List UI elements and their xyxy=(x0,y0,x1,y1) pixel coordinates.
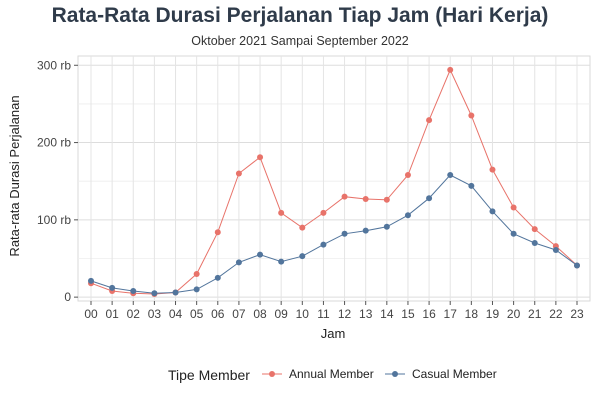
data-point xyxy=(510,230,517,237)
data-point xyxy=(193,286,200,293)
x-tick-label: 04 xyxy=(169,307,183,321)
x-tick-label: 09 xyxy=(274,307,288,321)
data-point xyxy=(257,251,264,258)
data-point xyxy=(574,262,580,269)
x-tick-label: 22 xyxy=(549,307,563,321)
data-point xyxy=(489,166,496,173)
data-point xyxy=(341,193,348,200)
legend-item-annual: Annual Member xyxy=(262,367,374,381)
data-point xyxy=(404,212,411,219)
x-tick-label: 21 xyxy=(528,307,542,321)
x-tick-label: 05 xyxy=(190,307,204,321)
chart-subtitle: Oktober 2021 Sampai September 2022 xyxy=(191,34,409,48)
x-tick-label: 12 xyxy=(338,307,352,321)
x-tick-label: 20 xyxy=(507,307,521,321)
data-point xyxy=(193,270,200,277)
y-tick-label: 100 rb xyxy=(37,213,71,227)
legend-label-annual: Annual Member xyxy=(289,367,374,381)
y-tick-label: 300 rb xyxy=(37,58,71,72)
data-point xyxy=(531,240,538,247)
x-tick-label: 02 xyxy=(127,307,141,321)
y-tick-label: 200 rb xyxy=(37,136,71,150)
y-axis-title: Rata-rata Durasi Perjalanan xyxy=(7,95,22,256)
series-line-0 xyxy=(90,68,578,295)
plot-panel-border xyxy=(77,55,591,302)
x-tick-label: 23 xyxy=(570,307,584,321)
x-tick-label: 18 xyxy=(465,307,479,321)
data-point xyxy=(426,117,433,124)
data-point xyxy=(214,229,221,236)
data-point xyxy=(489,208,496,215)
x-axis-title: Jam xyxy=(321,326,346,341)
x-tick-label: 07 xyxy=(232,307,246,321)
x-tick-label: 03 xyxy=(148,307,162,321)
data-point xyxy=(531,226,538,233)
data-point xyxy=(468,112,475,119)
x-tick-label: 01 xyxy=(105,307,119,321)
x-tick-label: 06 xyxy=(211,307,225,321)
series-lines xyxy=(88,66,580,298)
legend-title: Tipe Member xyxy=(168,367,250,383)
data-point xyxy=(383,196,390,203)
x-tick-label: 14 xyxy=(380,307,394,321)
data-point xyxy=(468,182,475,189)
x-tick-label: 08 xyxy=(253,307,267,321)
data-point xyxy=(235,170,242,177)
data-point xyxy=(278,209,285,216)
x-tick-label: 10 xyxy=(296,307,310,321)
x-tick-label: 13 xyxy=(359,307,373,321)
legend-label-casual: Casual Member xyxy=(412,367,497,381)
data-point xyxy=(426,195,433,202)
legend-marker-casual xyxy=(392,371,398,377)
x-tick-label: 16 xyxy=(422,307,436,321)
x-tick-label: 19 xyxy=(486,307,500,321)
data-point xyxy=(214,274,221,281)
x-tick-label: 15 xyxy=(401,307,415,321)
data-point xyxy=(552,246,559,253)
data-point xyxy=(151,290,158,297)
x-axis-ticks: 00 01 02 03 04 05 06 07 08 09 10 11 12 13 14 15 16 17 18 19… xyxy=(84,301,584,321)
y-axis-ticks: 0 100 rb 200 rb 300 rb xyxy=(37,58,78,304)
data-point xyxy=(257,154,264,161)
legend-marker-annual xyxy=(269,371,275,377)
data-point xyxy=(510,204,517,211)
data-point xyxy=(172,289,179,296)
series-line-1 xyxy=(90,174,578,294)
data-point xyxy=(130,287,137,294)
x-tick-label: 00 xyxy=(84,307,98,321)
legend-item-casual: Casual Member xyxy=(385,367,497,381)
data-point xyxy=(362,195,369,202)
data-point xyxy=(404,172,411,179)
data-point xyxy=(341,230,348,237)
data-point xyxy=(235,259,242,266)
data-point xyxy=(383,223,390,230)
data-point xyxy=(88,277,94,284)
chart-title: Rata-Rata Durasi Perjalanan Tiap Jam (Ha… xyxy=(51,4,549,27)
data-point xyxy=(447,172,454,179)
data-point xyxy=(299,253,306,260)
data-point xyxy=(299,224,306,231)
legend: Tipe Member Annual Member Casual Member xyxy=(168,367,497,383)
data-point xyxy=(320,241,327,248)
data-point xyxy=(320,209,327,216)
grid-lines xyxy=(77,55,591,302)
x-tick-label: 11 xyxy=(317,307,330,321)
data-point xyxy=(362,227,369,234)
y-tick-label: 0 xyxy=(64,290,71,304)
x-tick-label: 17 xyxy=(444,307,458,321)
data-point xyxy=(447,66,454,73)
data-point xyxy=(109,284,116,291)
data-point xyxy=(278,258,285,265)
